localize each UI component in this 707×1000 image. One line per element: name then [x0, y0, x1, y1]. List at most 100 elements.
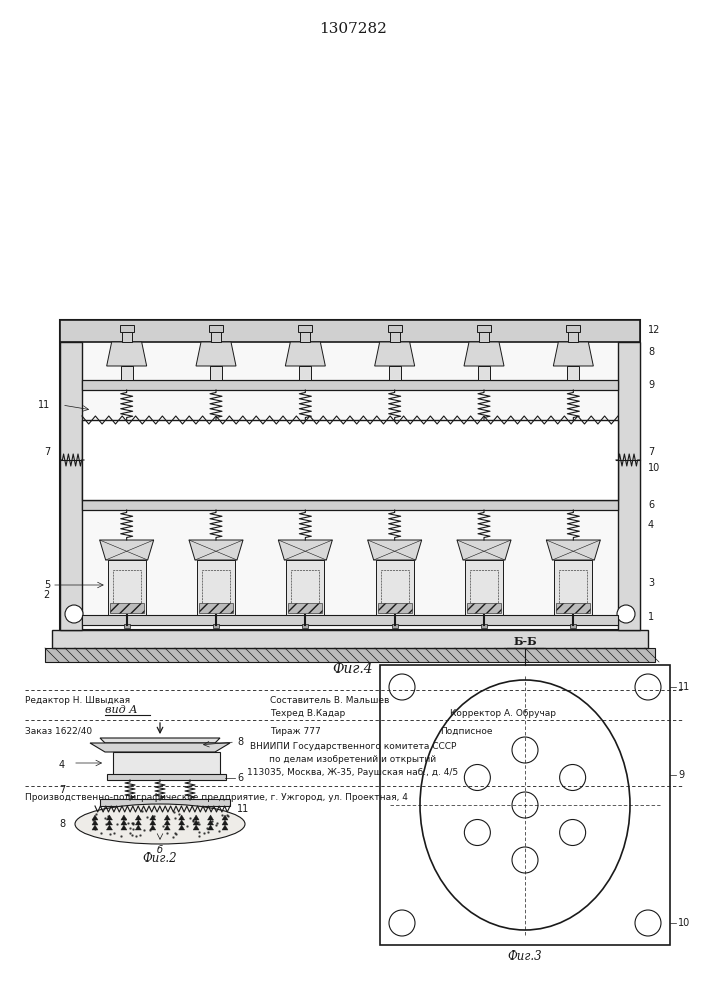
Bar: [82, 500, 618, 510]
Polygon shape: [164, 820, 170, 825]
Polygon shape: [92, 825, 98, 830]
Circle shape: [512, 792, 538, 818]
Bar: [554, 560, 592, 615]
Text: Редактор Н. Швыдкая: Редактор Н. Швыдкая: [25, 696, 130, 705]
Text: 11: 11: [37, 400, 50, 410]
Polygon shape: [107, 342, 146, 366]
Text: 7: 7: [59, 785, 65, 795]
Bar: [211, 332, 221, 342]
Polygon shape: [135, 815, 141, 820]
Bar: [300, 332, 310, 342]
Bar: [107, 560, 146, 615]
Bar: [378, 603, 411, 613]
Polygon shape: [368, 540, 421, 560]
Text: 1: 1: [648, 612, 654, 622]
Polygon shape: [222, 825, 228, 830]
Polygon shape: [208, 820, 214, 825]
Bar: [556, 603, 590, 613]
Text: ВНИИПИ Государственного комитета СССР: ВНИИПИ Государственного комитета СССР: [250, 742, 456, 751]
Bar: [479, 332, 489, 342]
Text: 2: 2: [44, 590, 50, 600]
Polygon shape: [135, 825, 141, 830]
Bar: [567, 366, 579, 380]
Bar: [618, 342, 640, 630]
Circle shape: [635, 674, 661, 700]
Text: по делам изобретений и открытий: по делам изобретений и открытий: [269, 755, 436, 764]
Polygon shape: [464, 342, 504, 366]
Bar: [299, 366, 311, 380]
Bar: [60, 320, 640, 630]
Bar: [478, 366, 490, 380]
Text: 113035, Москва, Ж-35, Раушская наб., д. 4/5: 113035, Москва, Ж-35, Раушская наб., д. …: [247, 768, 459, 777]
Bar: [375, 560, 414, 615]
Polygon shape: [179, 825, 185, 830]
Polygon shape: [164, 825, 170, 830]
Polygon shape: [193, 815, 199, 820]
Polygon shape: [92, 815, 98, 820]
Bar: [387, 325, 402, 332]
Bar: [113, 752, 220, 775]
Bar: [60, 342, 82, 630]
Polygon shape: [189, 540, 243, 560]
Polygon shape: [554, 342, 593, 366]
Polygon shape: [121, 825, 127, 830]
Circle shape: [389, 910, 415, 936]
Bar: [52, 630, 648, 648]
Bar: [197, 560, 235, 615]
Bar: [82, 380, 618, 390]
Polygon shape: [100, 540, 153, 560]
Bar: [60, 320, 640, 342]
Bar: [121, 366, 133, 380]
Text: 9: 9: [648, 380, 654, 390]
Polygon shape: [279, 540, 332, 560]
Bar: [286, 560, 325, 615]
Polygon shape: [547, 540, 600, 560]
Bar: [566, 325, 580, 332]
Text: 9: 9: [678, 770, 684, 780]
Circle shape: [464, 764, 491, 790]
Polygon shape: [107, 815, 112, 820]
Bar: [210, 366, 222, 380]
Text: 6: 6: [237, 773, 243, 783]
Bar: [288, 603, 322, 613]
Polygon shape: [208, 815, 214, 820]
Bar: [380, 570, 409, 610]
Bar: [202, 570, 230, 610]
Bar: [122, 332, 132, 342]
Bar: [199, 603, 233, 613]
Polygon shape: [150, 820, 156, 825]
Text: Тираж 777: Тираж 777: [270, 727, 321, 736]
Circle shape: [635, 910, 661, 936]
Bar: [467, 603, 501, 613]
Bar: [45, 648, 655, 662]
Polygon shape: [92, 820, 98, 825]
Text: 10: 10: [678, 918, 690, 928]
Circle shape: [617, 605, 635, 623]
Text: 5: 5: [44, 580, 50, 590]
Polygon shape: [208, 825, 214, 830]
Text: б: б: [157, 845, 163, 855]
Text: Заказ 1622/40: Заказ 1622/40: [25, 727, 92, 736]
Bar: [110, 603, 144, 613]
Bar: [82, 615, 618, 625]
Polygon shape: [179, 820, 185, 825]
Bar: [107, 774, 226, 780]
Bar: [291, 570, 320, 610]
Polygon shape: [457, 540, 511, 560]
Polygon shape: [196, 342, 236, 366]
Ellipse shape: [420, 680, 630, 930]
Circle shape: [560, 820, 585, 846]
Polygon shape: [222, 815, 228, 820]
Circle shape: [389, 674, 415, 700]
Text: 11: 11: [237, 804, 250, 814]
Polygon shape: [121, 815, 127, 820]
Polygon shape: [375, 342, 415, 366]
Bar: [100, 799, 230, 806]
Polygon shape: [150, 825, 156, 830]
Text: 11: 11: [678, 682, 690, 692]
Polygon shape: [179, 815, 185, 820]
Bar: [380, 665, 670, 945]
Text: 3: 3: [648, 578, 654, 588]
Circle shape: [464, 820, 491, 846]
Text: 10: 10: [648, 463, 660, 473]
